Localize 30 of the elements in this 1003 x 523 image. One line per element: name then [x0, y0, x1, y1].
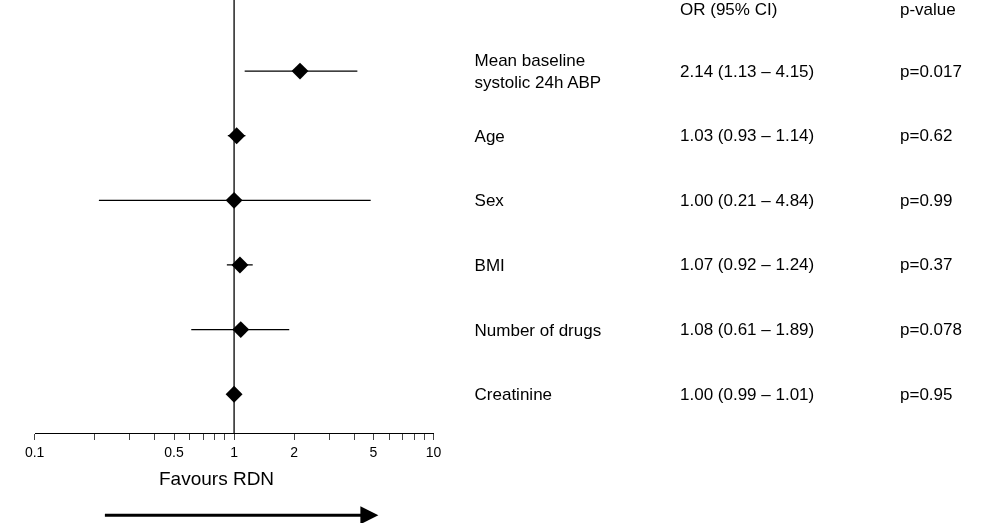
text: p=0.62: [900, 126, 953, 145]
x-tick-label: 10: [425, 443, 442, 460]
text: OR (95% CI): [680, 0, 778, 19]
point: [291, 62, 309, 80]
data-label: 1.08 (0.61 – 1.89): [680, 320, 815, 339]
y-tick-label: Mean baseline systolic 24h ABP: [474, 50, 602, 93]
text: p=0.078: [900, 320, 962, 339]
x-tick-label: 0.5: [164, 443, 184, 460]
data-label: 1.00 (0.21 – 4.84): [680, 191, 815, 210]
y-tick-label: Number of drugs: [474, 320, 602, 340]
x-tick-label: 0.1: [24, 443, 45, 460]
point: [232, 321, 250, 339]
text: p=0.99: [900, 191, 953, 210]
y-tick-label: Sex: [474, 191, 505, 211]
text: p=0.37: [900, 255, 953, 274]
x-tick-label: 2: [290, 443, 299, 460]
text: p=0.95: [900, 385, 953, 404]
y-tick-label: BMI: [474, 255, 505, 275]
text: p-value: [900, 0, 956, 19]
data-label: 1.03 (0.93 – 1.14): [680, 126, 815, 145]
point: [231, 256, 249, 274]
x-tick-label: 1: [230, 443, 239, 460]
y-tick-label: Creatinine: [474, 385, 553, 405]
text: Favours RDN: [159, 468, 275, 489]
x-tick-label: 5: [369, 443, 378, 460]
data-label: 2.14 (1.13 – 4.15): [680, 62, 815, 81]
data-label: 1.07 (0.92 – 1.24): [680, 255, 815, 274]
text: p=0.017: [900, 62, 962, 81]
data-label: 1.00 (0.99 – 1.01): [680, 385, 815, 404]
y-tick-label: Age: [474, 126, 505, 146]
